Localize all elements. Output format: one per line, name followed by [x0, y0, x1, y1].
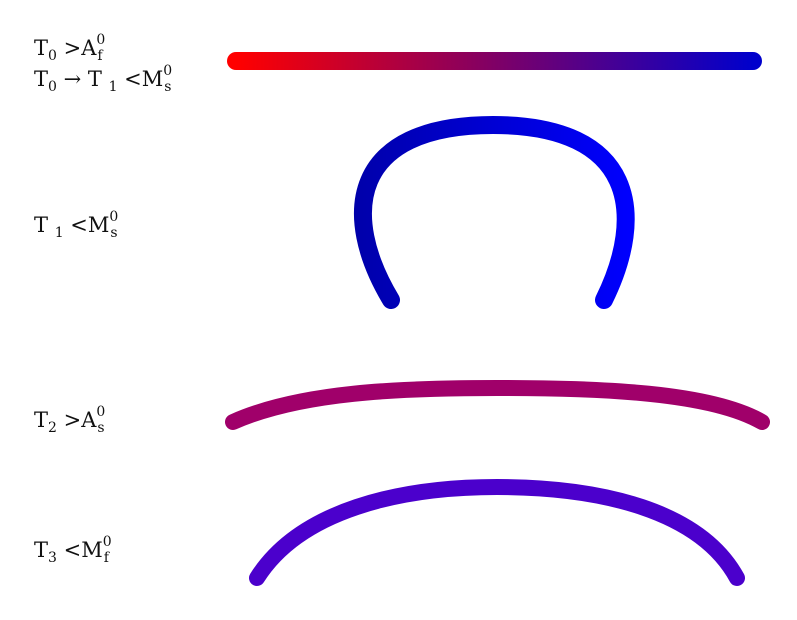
subscript: f	[103, 550, 109, 566]
low-arc-wire	[249, 478, 745, 586]
label-part: <M	[56, 538, 103, 562]
label-part: 1	[54, 225, 64, 241]
superscript: 0	[163, 63, 173, 79]
superscript: 0	[96, 32, 106, 48]
label-part: >A	[56, 408, 97, 432]
subscript: s	[164, 79, 172, 95]
arched-wire	[354, 115, 635, 309]
label-part: T	[34, 408, 49, 432]
label-part: 1	[108, 79, 118, 95]
subscript: s	[97, 420, 105, 436]
label-part: <M	[117, 67, 164, 91]
superscript: 0	[102, 534, 112, 550]
label-part: T	[34, 67, 49, 91]
label-part: 3	[48, 550, 57, 566]
label-state-2: T2 >A 0 s	[34, 405, 108, 436]
label-part: <M	[63, 213, 110, 237]
flat-arc-wire	[225, 379, 770, 430]
label-state-0-austenite: T0 >A 0 f	[34, 33, 108, 64]
subscript: f	[97, 48, 103, 64]
label-part: T	[34, 213, 55, 237]
label-state-3: T3 <M 0 f	[34, 535, 115, 566]
label-part: 0	[48, 79, 57, 95]
label-state-0-to-1: T0 → T 1 <M 0 s	[34, 64, 175, 95]
superscript: 0	[96, 404, 106, 420]
label-part: 2	[48, 420, 57, 436]
label-state-1: T 1 <M 0 s	[34, 210, 121, 241]
label-part: T	[34, 538, 49, 562]
superscript: 0	[109, 209, 119, 225]
label-part: >A	[56, 36, 97, 60]
label-part: T	[34, 36, 49, 60]
subscript: s	[110, 225, 118, 241]
label-part: 0	[48, 48, 57, 64]
label-part: → T	[56, 67, 109, 91]
